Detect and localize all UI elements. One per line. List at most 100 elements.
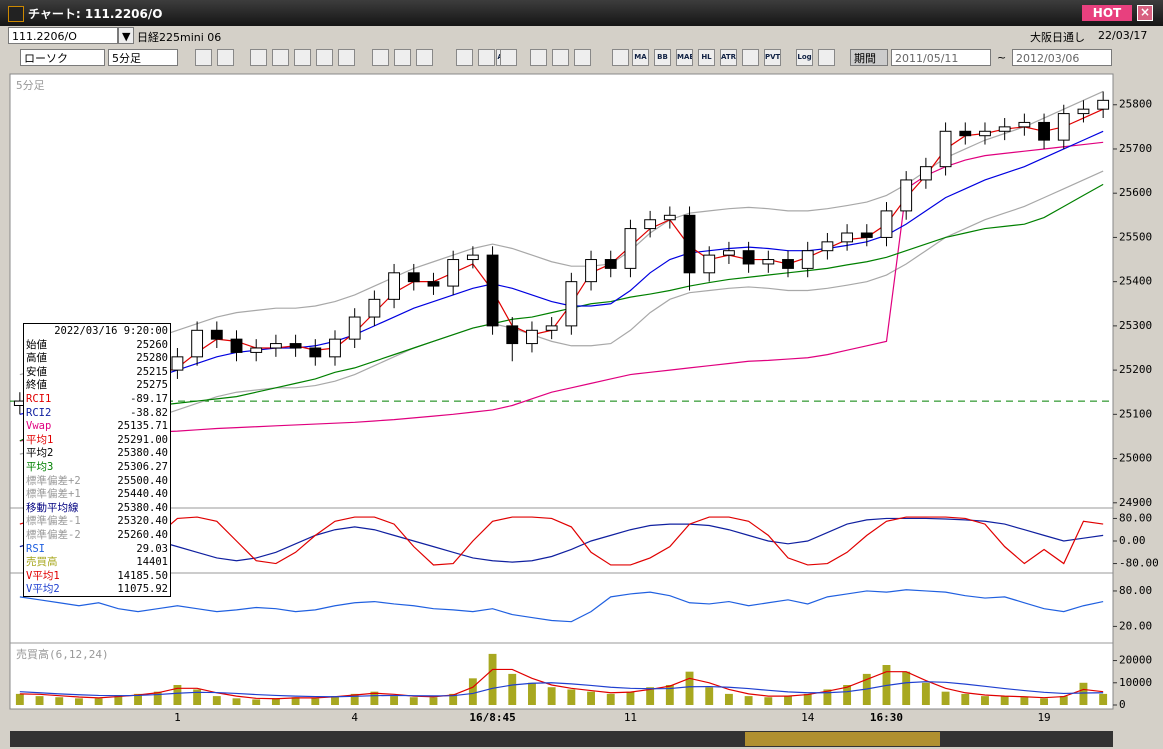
toolbar-icon[interactable]: HL [698,49,715,66]
candle-body [624,228,637,269]
x-tick-label: 16:30 [870,711,903,724]
date: 22/03/17 [1098,29,1148,42]
market: 大阪日通し [1030,31,1085,44]
volume-bar [409,697,418,705]
toolbar-icon[interactable] [394,49,411,66]
volume-bar [665,685,674,705]
data-row: 平均3 25306.27 [26,461,168,475]
volume-bar [1000,696,1009,705]
toolbar-icon[interactable] [416,49,433,66]
volume-bar [1020,697,1029,705]
x-tick-label: 16/8:45 [469,711,515,724]
from-date[interactable]: 2011/05/11 [891,49,991,66]
volume-bar [1079,682,1088,705]
volume-bar [685,671,694,705]
row-label: 始値 [26,338,47,351]
candle-body [959,130,972,137]
candle-body [407,272,420,283]
volume-bar [390,696,399,705]
volume-bar [212,696,221,705]
candle-body [427,281,440,287]
row-label: 高値 [26,352,47,365]
row-label: 標準偏差-2 [26,528,81,541]
volume-bar [528,682,536,705]
instrument-name: 日経225mini 06 [137,31,222,44]
to-date[interactable]: 2012/03/06 [1012,49,1112,66]
row-label: RCI1 [26,392,52,405]
data-row: 終値 25275 [26,379,168,393]
toolbar-icon[interactable] [195,49,212,66]
candle-body [447,259,460,287]
data-row: V平均1 14185.50 [26,570,168,584]
toolbar-icon[interactable] [272,49,289,66]
toolbar-icon[interactable]: BB [654,49,671,66]
toolbar-icon[interactable] [574,49,591,66]
volume-bar [626,691,635,705]
candle-body [526,329,538,345]
symbol-input[interactable]: 111.2206/O [8,27,118,44]
close-button[interactable]: × [1137,5,1153,21]
toolbar-icon[interactable] [217,49,234,66]
volume-bar [508,673,517,705]
toolbar-icon[interactable] [818,49,835,66]
candle-body [900,179,913,212]
toolbar-icon[interactable] [372,49,389,66]
window-title: チャート: 111.2206/O [28,7,163,21]
toolbar-icon[interactable]: Log [796,49,813,66]
candle-body [545,325,558,331]
title-bar: チャート: 111.2206/O HOT × [0,0,1163,26]
toolbar-icon[interactable]: MA [632,49,649,66]
row-value: 25280 [136,352,168,365]
toolbar-icon[interactable]: MAE [676,49,693,66]
row-label: V平均1 [26,569,60,582]
period-button[interactable]: 期間 [850,49,888,66]
volume-bar [331,696,339,705]
row-value: 25275 [136,379,168,392]
toolbar-icon[interactable] [338,49,355,66]
data-row: 標準偏差+1 25440.40 [26,488,168,502]
volume-bar [114,695,123,705]
row-value: 25440.40 [117,488,168,501]
toolbar-icon[interactable] [500,49,517,66]
row-value: 11075.92 [117,583,168,596]
scrollbar [10,731,1113,747]
series-line [19,516,1104,566]
y-tick-label: 25300 [1119,319,1152,332]
row-label: RSI [26,542,45,555]
candle-body [250,347,263,353]
toolbar-icon[interactable] [456,49,473,66]
volume-bar [350,693,359,705]
interval-select[interactable]: 5分足 [108,49,178,66]
plot-background [9,73,1114,710]
volume-bar [35,696,44,705]
data-row: 安値 25215 [26,366,168,380]
candle-body [171,356,184,371]
toolbar-icon[interactable] [612,49,629,66]
toolbar-icon[interactable] [742,49,759,66]
candle-body [604,259,617,269]
volume-bar [468,678,477,705]
toolbar-icon[interactable] [250,49,267,66]
y-tick-label: 0 [1119,698,1126,711]
hot-button[interactable]: HOT [1082,5,1132,21]
toolbar-icon[interactable] [316,49,333,66]
data-row: RSI 29.03 [26,543,168,557]
toolbar-icon[interactable] [478,49,495,66]
series-line [19,589,1104,623]
y-tick-label: -80.00 [1119,557,1159,570]
y-tick-label: 20000 [1119,654,1152,667]
candle-body [782,259,794,269]
candle-body [821,241,834,252]
chart-style-select[interactable]: ローソク [20,49,105,66]
app-icon [8,6,24,22]
toolbar-icon[interactable]: PVT [764,49,781,66]
candle-body [683,214,696,274]
candle-body [309,347,322,358]
row-value: 25500.40 [117,474,168,487]
toolbar-icon[interactable]: ATR [720,49,737,66]
volume-bar [74,698,83,705]
dropdown[interactable]: ▼ [118,27,134,44]
toolbar-icon[interactable] [552,49,569,66]
toolbar-icon[interactable] [530,49,547,66]
toolbar-icon[interactable] [294,49,311,66]
